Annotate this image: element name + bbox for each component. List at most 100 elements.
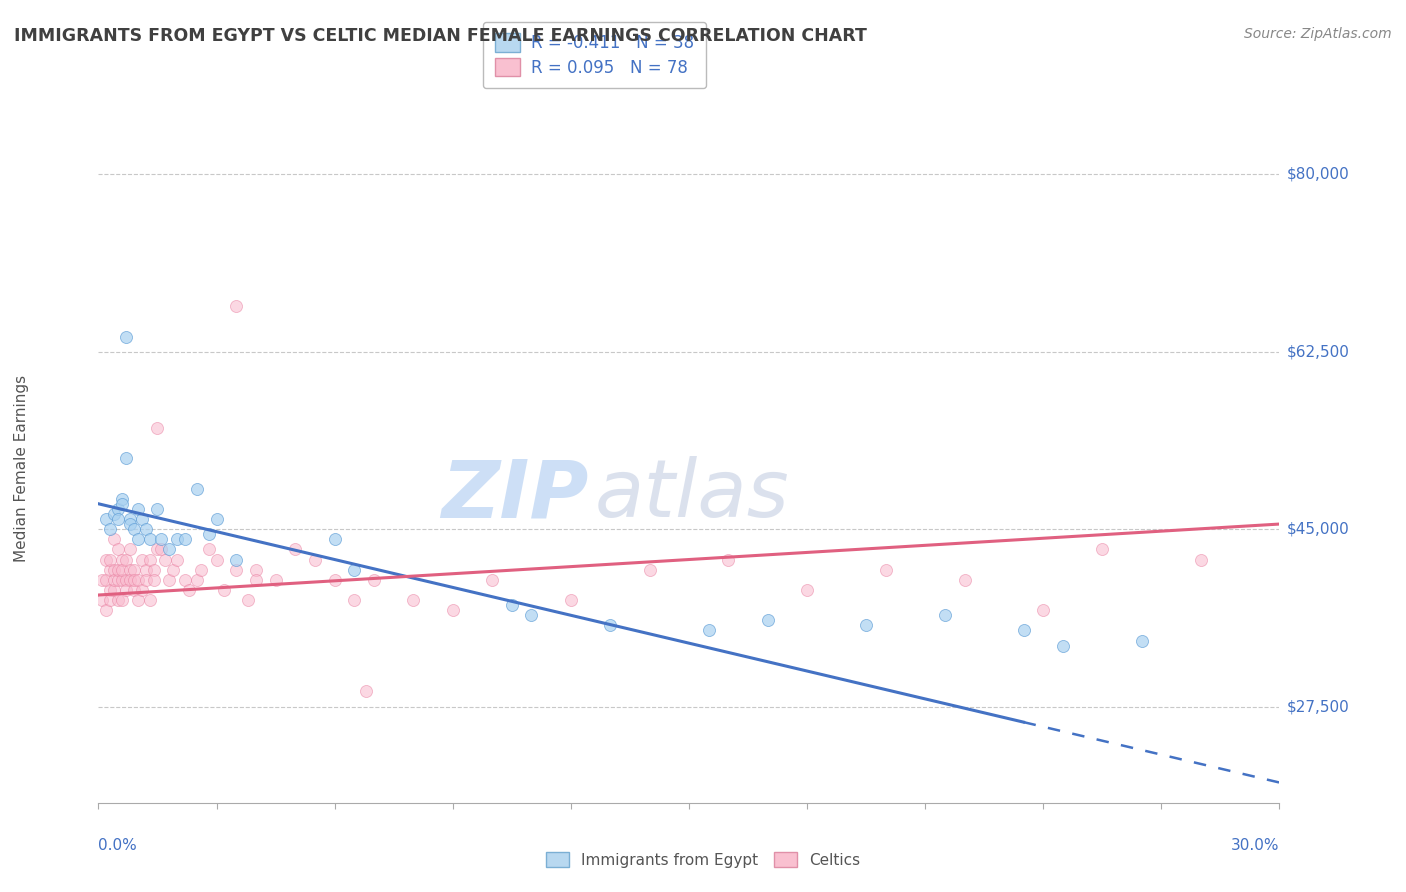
Point: [115, 451, 138, 466]
Text: Source: ZipAtlas.com: Source: ZipAtlas.com: [1244, 27, 1392, 41]
Point: [162, 563, 184, 577]
Point: [174, 573, 197, 587]
Point: [98, 582, 121, 597]
Point: [560, 593, 582, 607]
Point: [1012, 624, 1035, 638]
Text: $27,500: $27,500: [1286, 699, 1350, 714]
Point: [1189, 552, 1212, 566]
Point: [953, 573, 976, 587]
Point: [236, 593, 259, 607]
Point: [103, 563, 125, 577]
Point: [103, 507, 125, 521]
Point: [118, 517, 141, 532]
Point: [481, 573, 503, 587]
Point: [150, 533, 173, 547]
Point: [166, 552, 188, 566]
Point: [122, 522, 145, 536]
Point: [111, 573, 134, 587]
Point: [323, 533, 346, 547]
Point: [205, 552, 228, 566]
Point: [197, 527, 219, 541]
Point: [304, 552, 326, 566]
Point: [111, 497, 134, 511]
Point: [146, 421, 169, 435]
Text: IMMIGRANTS FROM EGYPT VS CELTIC MEDIAN FEMALE EARNINGS CORRELATION CHART: IMMIGRANTS FROM EGYPT VS CELTIC MEDIAN F…: [14, 27, 868, 45]
Point: [638, 563, 661, 577]
Point: [245, 563, 267, 577]
Point: [323, 573, 346, 587]
Legend: R = ‑0.411   N = 38, R = 0.095   N = 78: R = ‑0.411 N = 38, R = 0.095 N = 78: [482, 21, 706, 88]
Point: [599, 618, 621, 632]
Point: [122, 563, 145, 577]
Point: [111, 593, 134, 607]
Text: 30.0%: 30.0%: [1232, 838, 1279, 854]
Point: [225, 563, 247, 577]
Point: [197, 542, 219, 557]
Point: [98, 593, 121, 607]
Point: [934, 608, 956, 623]
Point: [135, 522, 157, 536]
Point: [127, 533, 149, 547]
Point: [142, 573, 165, 587]
Point: [354, 684, 377, 698]
Point: [186, 482, 208, 496]
Point: [103, 533, 125, 547]
Point: [107, 563, 129, 577]
Point: [146, 501, 169, 516]
Point: [1130, 633, 1153, 648]
Point: [343, 563, 366, 577]
Point: [115, 552, 138, 566]
Point: [111, 563, 134, 577]
Text: $45,000: $45,000: [1286, 522, 1350, 537]
Legend: Immigrants from Egypt, Celtics: Immigrants from Egypt, Celtics: [538, 844, 868, 875]
Point: [91, 573, 114, 587]
Point: [107, 501, 129, 516]
Point: [111, 491, 134, 506]
Point: [225, 552, 247, 566]
Point: [115, 573, 138, 587]
Point: [343, 593, 366, 607]
Point: [98, 552, 121, 566]
Point: [111, 552, 134, 566]
Point: [155, 552, 177, 566]
Point: [118, 512, 141, 526]
Point: [107, 593, 129, 607]
Point: [107, 512, 129, 526]
Point: [174, 533, 197, 547]
Point: [756, 613, 779, 627]
Point: [138, 552, 160, 566]
Point: [205, 512, 228, 526]
Point: [96, 603, 118, 617]
Point: [501, 598, 523, 612]
Point: [177, 582, 200, 597]
Point: [166, 533, 188, 547]
Point: [1052, 639, 1074, 653]
Point: [157, 542, 180, 557]
Point: [402, 593, 425, 607]
Point: [855, 618, 877, 632]
Point: [131, 552, 153, 566]
Point: [127, 501, 149, 516]
Point: [122, 582, 145, 597]
Point: [118, 542, 141, 557]
Point: [138, 533, 160, 547]
Point: [264, 573, 287, 587]
Point: [127, 573, 149, 587]
Point: [96, 552, 118, 566]
Point: [146, 542, 169, 557]
Point: [875, 563, 897, 577]
Point: [103, 573, 125, 587]
Point: [284, 542, 307, 557]
Point: [245, 573, 267, 587]
Point: [190, 563, 212, 577]
Point: [127, 593, 149, 607]
Point: [697, 624, 720, 638]
Point: [186, 573, 208, 587]
Point: [103, 582, 125, 597]
Point: [96, 512, 118, 526]
Point: [135, 573, 157, 587]
Point: [98, 522, 121, 536]
Point: [98, 563, 121, 577]
Text: atlas: atlas: [595, 456, 789, 534]
Text: ZIP: ZIP: [441, 456, 589, 534]
